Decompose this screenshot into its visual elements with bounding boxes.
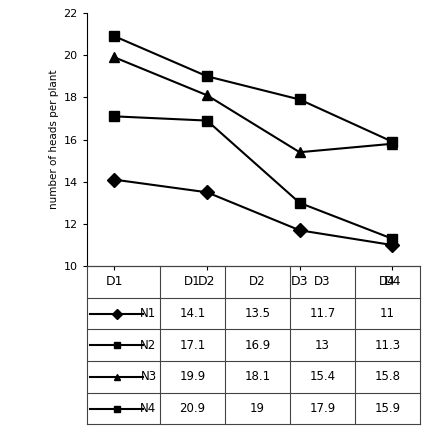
Text: D3: D3 [314, 275, 331, 288]
Text: 11: 11 [380, 307, 395, 320]
Text: 19.9: 19.9 [179, 370, 206, 383]
Text: 16.9: 16.9 [244, 339, 271, 352]
Text: N1: N1 [140, 307, 157, 320]
Text: 20.9: 20.9 [179, 402, 206, 415]
Text: 11.3: 11.3 [375, 339, 401, 352]
Text: 14.1: 14.1 [179, 307, 206, 320]
Text: N4: N4 [140, 402, 157, 415]
Text: 13: 13 [315, 339, 330, 352]
Text: 15.4: 15.4 [310, 370, 336, 383]
Text: N2: N2 [140, 339, 157, 352]
Text: 17.9: 17.9 [309, 402, 336, 415]
Text: 17.1: 17.1 [179, 339, 206, 352]
Text: 13.5: 13.5 [245, 307, 271, 320]
Text: D1: D1 [184, 275, 201, 288]
Text: D4: D4 [379, 275, 396, 288]
Text: 18.1: 18.1 [244, 370, 271, 383]
Text: 15.8: 15.8 [375, 370, 401, 383]
Text: 19: 19 [250, 402, 265, 415]
Text: 15.9: 15.9 [375, 402, 401, 415]
Text: 11.7: 11.7 [309, 307, 336, 320]
Y-axis label: number of heads per plant: number of heads per plant [49, 70, 59, 209]
Text: D2: D2 [249, 275, 266, 288]
Text: N3: N3 [140, 370, 157, 383]
